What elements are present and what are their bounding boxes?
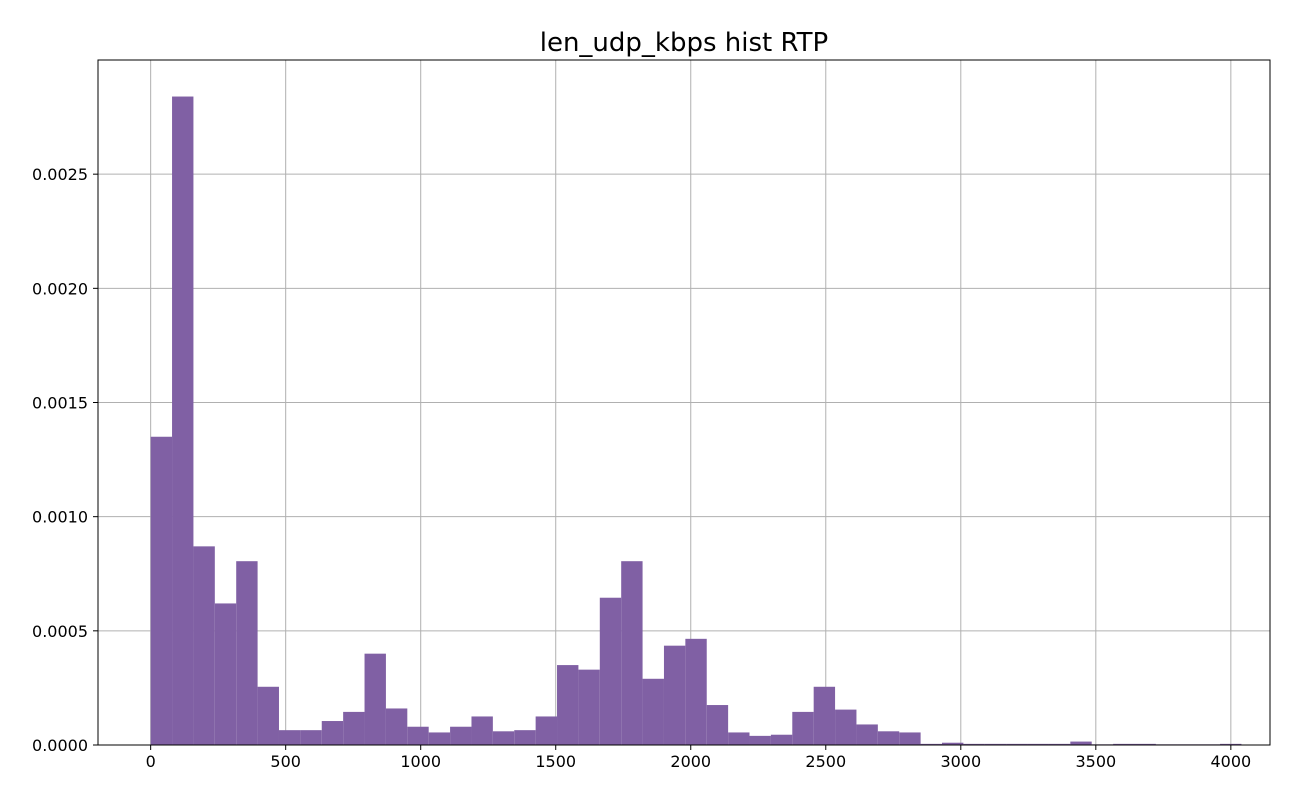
histogram-bar [984,743,1007,745]
histogram-bar [963,743,985,745]
histogram-bar [706,705,729,745]
chart-title: len_udp_kbps hist RTP [540,28,829,58]
histogram-bar [257,686,279,745]
y-tick-label: 0.0010 [32,508,88,527]
histogram-bar [407,726,429,745]
histogram-bar [300,730,322,745]
histogram-bar [942,742,964,745]
y-tick-label: 0.0005 [32,622,88,641]
histogram-bar [792,711,814,745]
x-tick-label: 3500 [1075,752,1116,771]
histogram-bar [899,732,921,745]
histogram-bar [236,561,258,745]
histogram-bar [193,546,215,745]
histogram-bar [428,732,451,745]
histogram-bar [835,709,857,745]
histogram-bar [557,665,579,745]
histogram-bar [278,730,301,745]
x-tick-label: 2500 [805,752,846,771]
histogram-bar [343,711,365,745]
histogram-bar [1134,743,1156,745]
histogram-bar [663,645,686,745]
histogram-bar [877,731,900,745]
histogram-bar [535,716,558,745]
histogram-bar [1113,743,1135,745]
histogram-bar [728,732,750,745]
histogram-bar [1048,743,1071,745]
x-tick-label: 3000 [940,752,981,771]
histogram-bar [642,678,664,745]
axes-layer: 0 500 1000 1500 2000 2500 3000 3500 4000 0.0000 0.… [32,59,1271,771]
histogram-bar [514,730,536,745]
histogram-bar [321,721,344,745]
y-tick-label: 0.0025 [32,165,88,184]
x-tick-label: 1000 [400,752,441,771]
histogram-bar [450,726,472,745]
histogram-bar [856,724,878,745]
histogram-bar [214,603,237,745]
histogram-bar [385,708,408,745]
histogram-bar [685,638,707,745]
histogram-bar [1027,743,1049,745]
histogram-bar [813,686,836,745]
x-tick-label: 4000 [1210,752,1251,771]
x-tick-label: 2000 [670,752,711,771]
histogram-bar [599,597,622,745]
histogram-bar [492,731,515,745]
x-tick-label: 1500 [535,752,576,771]
histogram-bar [471,716,493,745]
histogram-bar [172,96,194,746]
histogram-bar [749,735,771,745]
histogram-bar [1220,743,1242,745]
bars-layer [150,96,1242,746]
histogram-bar [770,734,793,745]
y-tick-label: 0.0015 [32,394,88,413]
y-tick-label: 0.0000 [32,736,88,755]
histogram-bar [920,743,943,745]
histogram-bar [150,436,173,745]
x-tick-label: 500 [270,752,301,771]
x-tick-label: 0 [146,752,156,771]
grid-layer [98,60,1270,746]
histogram-bar [1070,741,1092,745]
histogram-bar [621,561,643,745]
histogram-bar [1006,743,1028,745]
histogram-bar [578,669,600,745]
y-tick-label: 0.0020 [32,279,88,298]
histogram-bar [364,653,386,745]
